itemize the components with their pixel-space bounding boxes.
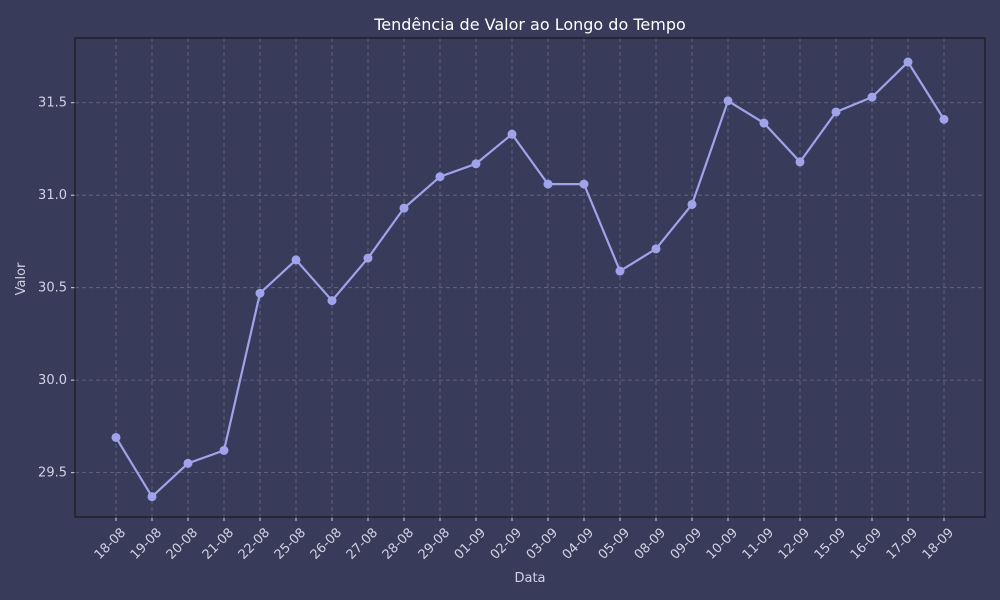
x-tick-label: 12-09 <box>776 525 813 562</box>
x-tick-label: 03-09 <box>524 525 561 562</box>
x-tick-label: 29-08 <box>416 525 453 562</box>
data-point <box>507 129 517 139</box>
series-line <box>115 60 945 499</box>
data-point <box>831 107 841 117</box>
x-tick-label: 27-08 <box>344 525 381 562</box>
data-point <box>291 255 301 265</box>
y-tick-label: 31.5 <box>38 96 67 111</box>
data-point <box>255 288 265 298</box>
x-tick-label: 16-09 <box>848 525 885 562</box>
x-tick-label: 08-09 <box>632 525 669 562</box>
y-axis-label: Valor <box>14 262 29 295</box>
data-point <box>111 432 121 442</box>
x-tick-label: 11-09 <box>740 525 777 562</box>
x-axis-label: Data <box>514 571 545 586</box>
x-tick-label: 04-09 <box>560 525 597 562</box>
data-point <box>687 199 697 209</box>
y-tick-label: 30.5 <box>38 281 67 296</box>
data-point <box>903 57 913 67</box>
data-point <box>939 114 949 124</box>
chart-title: Tendência de Valor ao Longo do Tempo <box>373 15 686 34</box>
x-tick-label: 01-09 <box>452 525 489 562</box>
data-point <box>615 266 625 276</box>
data-point <box>723 96 733 106</box>
data-point <box>471 159 481 169</box>
y-tick-label: 31.0 <box>38 188 67 203</box>
x-tick-label: 26-08 <box>308 525 345 562</box>
x-tick-label: 18-08 <box>92 525 129 562</box>
x-tick-label: 17-09 <box>884 525 921 562</box>
x-tick-label: 18-09 <box>920 525 957 562</box>
data-point <box>147 492 157 502</box>
data-point <box>183 458 193 468</box>
x-tick-label: 28-08 <box>380 525 417 562</box>
data-point <box>651 244 661 254</box>
x-tick-label: 15-09 <box>812 525 849 562</box>
x-tick-label: 10-09 <box>704 525 741 562</box>
data-point <box>363 253 373 263</box>
data-point <box>579 179 589 189</box>
data-point <box>867 92 877 102</box>
x-tick-label: 02-09 <box>488 525 525 562</box>
x-tick-label: 22-08 <box>236 525 273 562</box>
data-point <box>543 179 553 189</box>
series-layer <box>111 57 949 502</box>
grid <box>75 38 985 517</box>
data-point <box>795 157 805 167</box>
x-tick-label: 05-09 <box>596 525 633 562</box>
plot-frame <box>74 37 986 518</box>
x-tick-label: 20-08 <box>164 525 201 562</box>
data-point <box>219 445 229 455</box>
axis-ticks: 18-0819-0820-0821-0822-0825-0826-0827-08… <box>38 96 957 563</box>
x-tick-label: 21-08 <box>200 525 237 562</box>
data-point <box>435 172 445 182</box>
x-tick-label: 25-08 <box>272 525 309 562</box>
x-tick-label: 19-08 <box>128 525 165 562</box>
x-tick-label: 09-09 <box>668 525 705 562</box>
data-point <box>759 118 769 128</box>
y-tick-label: 29.5 <box>38 466 67 481</box>
data-point <box>327 296 337 306</box>
data-point <box>399 203 409 213</box>
y-tick-label: 30.0 <box>38 373 67 388</box>
